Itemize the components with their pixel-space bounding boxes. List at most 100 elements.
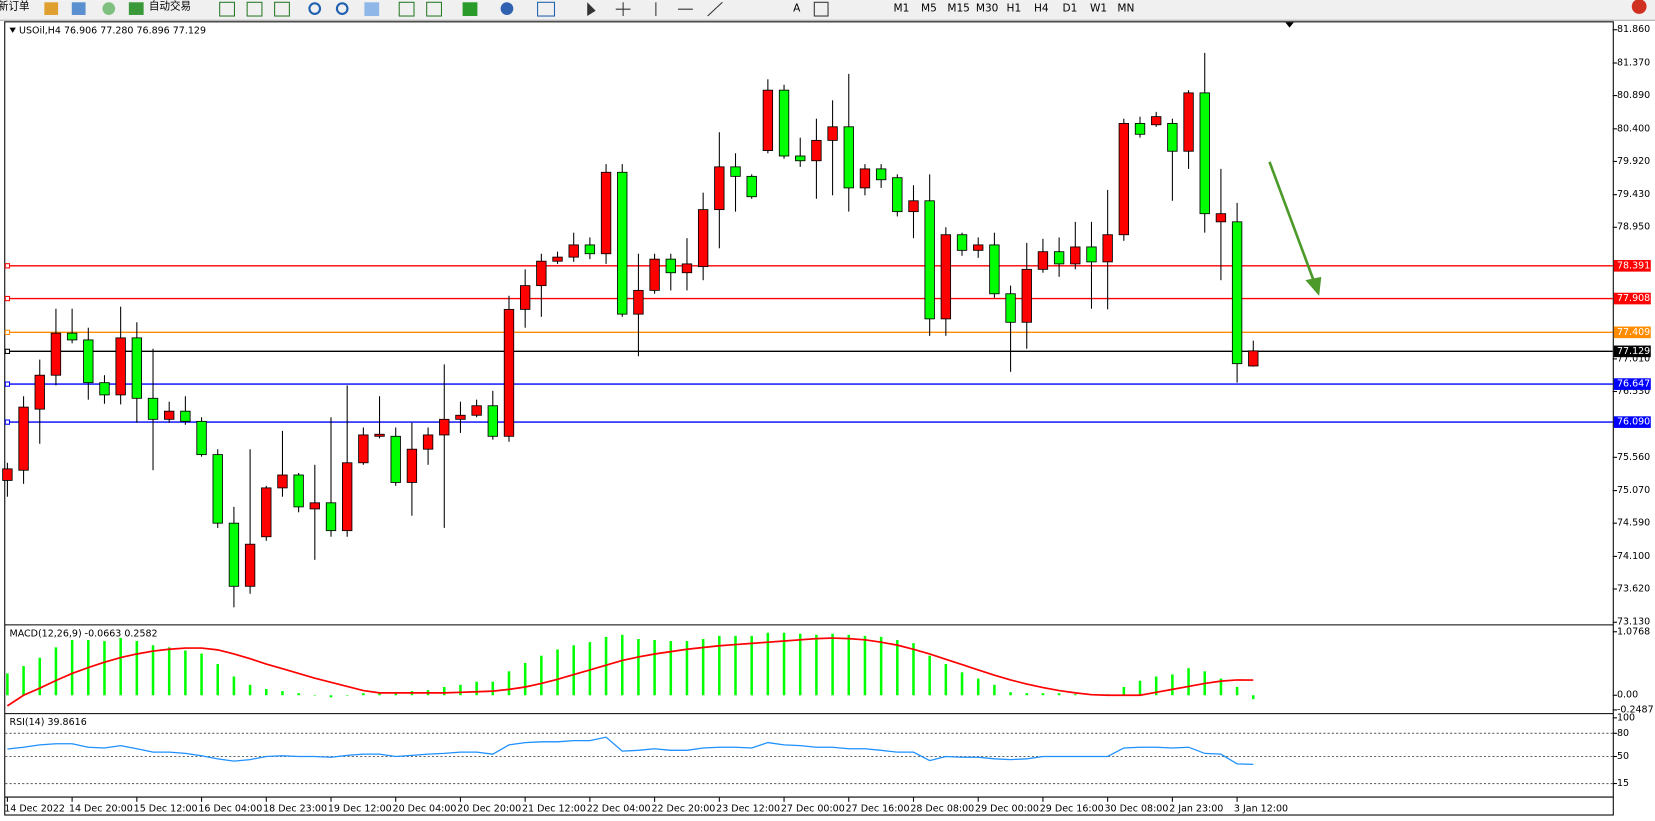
timeframe-button[interactable]: M5 <box>921 3 937 15</box>
icon[interactable] <box>537 1 556 17</box>
x-tick-label: 23 Dec 12:00 <box>716 804 780 815</box>
candle-body <box>746 175 757 198</box>
macd-bar <box>540 655 543 696</box>
candle-body <box>600 171 612 255</box>
x-tick-label: 29 Dec 16:00 <box>1040 804 1104 815</box>
macd-bar <box>960 672 964 696</box>
timeframe-button[interactable]: MN <box>1117 3 1134 15</box>
level-handle <box>4 348 11 354</box>
candle-body <box>390 435 401 483</box>
candle-body <box>617 171 628 315</box>
symbol-menu-arrow[interactable] <box>9 27 16 33</box>
y-tick-label: 80.890 <box>1617 90 1650 101</box>
icon[interactable] <box>426 1 443 17</box>
macd-bar <box>103 641 106 696</box>
macd-bar <box>475 681 478 696</box>
icon[interactable] <box>44 2 59 15</box>
candle-body <box>940 234 952 320</box>
x-tick-label: 20 Dec 04:00 <box>393 804 457 815</box>
y-tick-label: 80.400 <box>1617 123 1650 134</box>
x-tick-label: 2 Jan 23:00 <box>1169 804 1223 815</box>
icon[interactable] <box>71 2 86 15</box>
candle-body <box>811 139 822 162</box>
y-tick-label: 75.070 <box>1617 485 1650 496</box>
macd-bar <box>313 695 317 696</box>
macd-bar <box>588 642 592 696</box>
candle-body <box>1118 122 1130 236</box>
macd-bar <box>1025 693 1029 696</box>
candle-body <box>1215 213 1227 223</box>
x-tick-label: 18 Dec 23:00 <box>263 804 327 815</box>
level-price-box <box>1613 378 1651 390</box>
macd-label: MACD(12,26,9) -0.0663 0.2582 <box>10 628 158 639</box>
candle-body <box>439 418 450 436</box>
macd-bar <box>248 684 252 696</box>
level-price-box <box>1613 416 1651 428</box>
macd-bar <box>944 664 948 696</box>
icon[interactable] <box>398 1 415 17</box>
text-tool[interactable]: A <box>793 3 801 15</box>
y-tick-label: 74.590 <box>1617 518 1650 529</box>
candle-body <box>1248 350 1259 367</box>
macd-bar <box>1219 678 1223 696</box>
chart-frame <box>4 21 1614 816</box>
candle-body <box>859 168 871 189</box>
zoom-out[interactable] <box>335 2 349 15</box>
timeframe-button[interactable]: M30 <box>976 3 999 15</box>
icon[interactable] <box>274 1 290 17</box>
timeframe-button[interactable]: H4 <box>1034 3 1049 15</box>
x-tick-label: 20 Dec 20:00 <box>457 804 521 815</box>
macd-bar <box>896 640 899 696</box>
timeframe-button[interactable]: M1 <box>894 3 910 15</box>
macd-bar <box>70 640 74 696</box>
candle-body <box>342 462 353 532</box>
timeframe-button[interactable]: M15 <box>947 3 970 15</box>
label-tool[interactable] <box>813 1 829 17</box>
candle-body <box>66 332 78 341</box>
y-tick-label: 75.560 <box>1617 452 1650 463</box>
candle-body <box>536 260 547 287</box>
candle-body <box>277 474 288 489</box>
new-order-button[interactable]: 新订单 <box>0 0 30 13</box>
macd-bar <box>38 657 42 696</box>
line-tools[interactable] <box>655 1 723 17</box>
x-tick-label: 22 Dec 04:00 <box>587 804 651 815</box>
candle-body <box>1086 246 1097 263</box>
macd-bar <box>1138 680 1142 696</box>
icon[interactable] <box>462 2 478 17</box>
macd-bar <box>151 645 155 696</box>
candle-body <box>633 289 644 315</box>
candle-body <box>778 89 790 157</box>
icon[interactable] <box>500 2 514 15</box>
zoom-in[interactable] <box>308 2 322 15</box>
macd-bar <box>750 635 753 696</box>
icon[interactable] <box>219 1 235 17</box>
plots: 81.860 81.370 80.890 80.400 79.920 79.430 78.9… <box>2 24 1654 815</box>
candle-body <box>568 244 579 258</box>
annotation-arrowhead <box>1305 276 1322 296</box>
x-tick-label: 27 Dec 00:00 <box>781 804 845 815</box>
macd-bar <box>362 693 365 696</box>
auto-trading-icon[interactable] <box>128 2 144 15</box>
cursor-tool[interactable] <box>587 2 596 17</box>
macd-bar <box>782 632 786 696</box>
candle-body <box>406 448 418 483</box>
crosshair-tool[interactable] <box>615 2 631 17</box>
x-tick-label: 21 Dec 12:00 <box>522 804 586 815</box>
timeframe-button[interactable]: D1 <box>1062 3 1077 15</box>
icon[interactable] <box>364 2 380 17</box>
y-tick-label: 80 <box>1617 728 1629 739</box>
alert-icon[interactable] <box>1631 0 1647 14</box>
macd-bar <box>669 641 673 696</box>
macd-bar <box>879 636 883 696</box>
icon[interactable] <box>102 2 116 15</box>
auto-trading-button[interactable]: 自动交易 <box>149 0 191 13</box>
icon[interactable] <box>246 1 263 17</box>
y-tick-label: 74.100 <box>1617 551 1650 562</box>
timeframe-button[interactable]: H1 <box>1007 3 1022 15</box>
y-tick-label: 79.920 <box>1617 156 1650 167</box>
candle-body <box>196 420 207 456</box>
y-tick-label: -0.2487 <box>1617 704 1654 715</box>
timeframe-button[interactable]: W1 <box>1090 3 1107 15</box>
level-price-label: 77.908 <box>1617 293 1650 304</box>
